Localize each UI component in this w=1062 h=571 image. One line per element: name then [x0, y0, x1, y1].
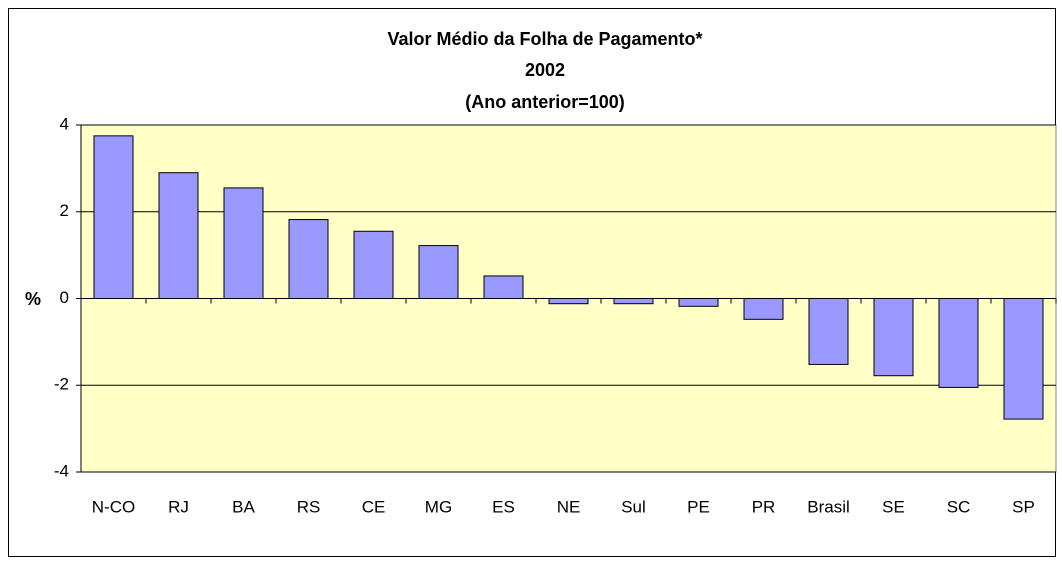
- bar: [613, 298, 654, 305]
- y-tick-label: 0: [60, 288, 69, 307]
- x-tick-label: PE: [687, 497, 710, 516]
- x-tick-label: RJ: [168, 497, 189, 516]
- x-tick-label: N-CO: [92, 497, 135, 516]
- bar: [288, 219, 329, 299]
- x-tick-label: Sul: [621, 497, 646, 516]
- bar: [418, 245, 459, 300]
- bar: [808, 298, 849, 365]
- chart-title: (Ano anterior=100): [465, 92, 625, 112]
- x-tick-label: BA: [232, 497, 255, 516]
- bar: [743, 298, 784, 320]
- bar: [548, 298, 589, 305]
- bar: [353, 230, 394, 299]
- x-tick-label: Brasil: [807, 497, 850, 516]
- y-tick-label: 4: [60, 114, 69, 133]
- bar: [483, 275, 524, 300]
- bar: [1003, 298, 1044, 420]
- x-tick-label: ES: [492, 497, 515, 516]
- x-tick-label: CE: [362, 497, 386, 516]
- chart-title: 2002: [525, 60, 565, 80]
- chart-title: Valor Médio da Folha de Pagamento*: [387, 29, 702, 49]
- bar: [93, 135, 134, 299]
- bar: [678, 298, 719, 307]
- x-tick-label: SP: [1012, 497, 1035, 516]
- x-tick-label: NE: [557, 497, 581, 516]
- y-tick-label: -2: [54, 375, 69, 394]
- y-tick-label: -4: [54, 461, 69, 480]
- bar: [223, 187, 264, 299]
- bar: [938, 298, 979, 388]
- bar: [158, 172, 199, 299]
- x-tick-label: RS: [297, 497, 321, 516]
- bar: [873, 298, 914, 377]
- x-tick-label: PR: [752, 497, 776, 516]
- x-tick-label: SE: [882, 497, 905, 516]
- y-tick-label: 2: [60, 201, 69, 220]
- x-tick-label: MG: [425, 497, 452, 516]
- x-tick-label: SC: [947, 497, 971, 516]
- y-axis-label: %: [25, 289, 41, 309]
